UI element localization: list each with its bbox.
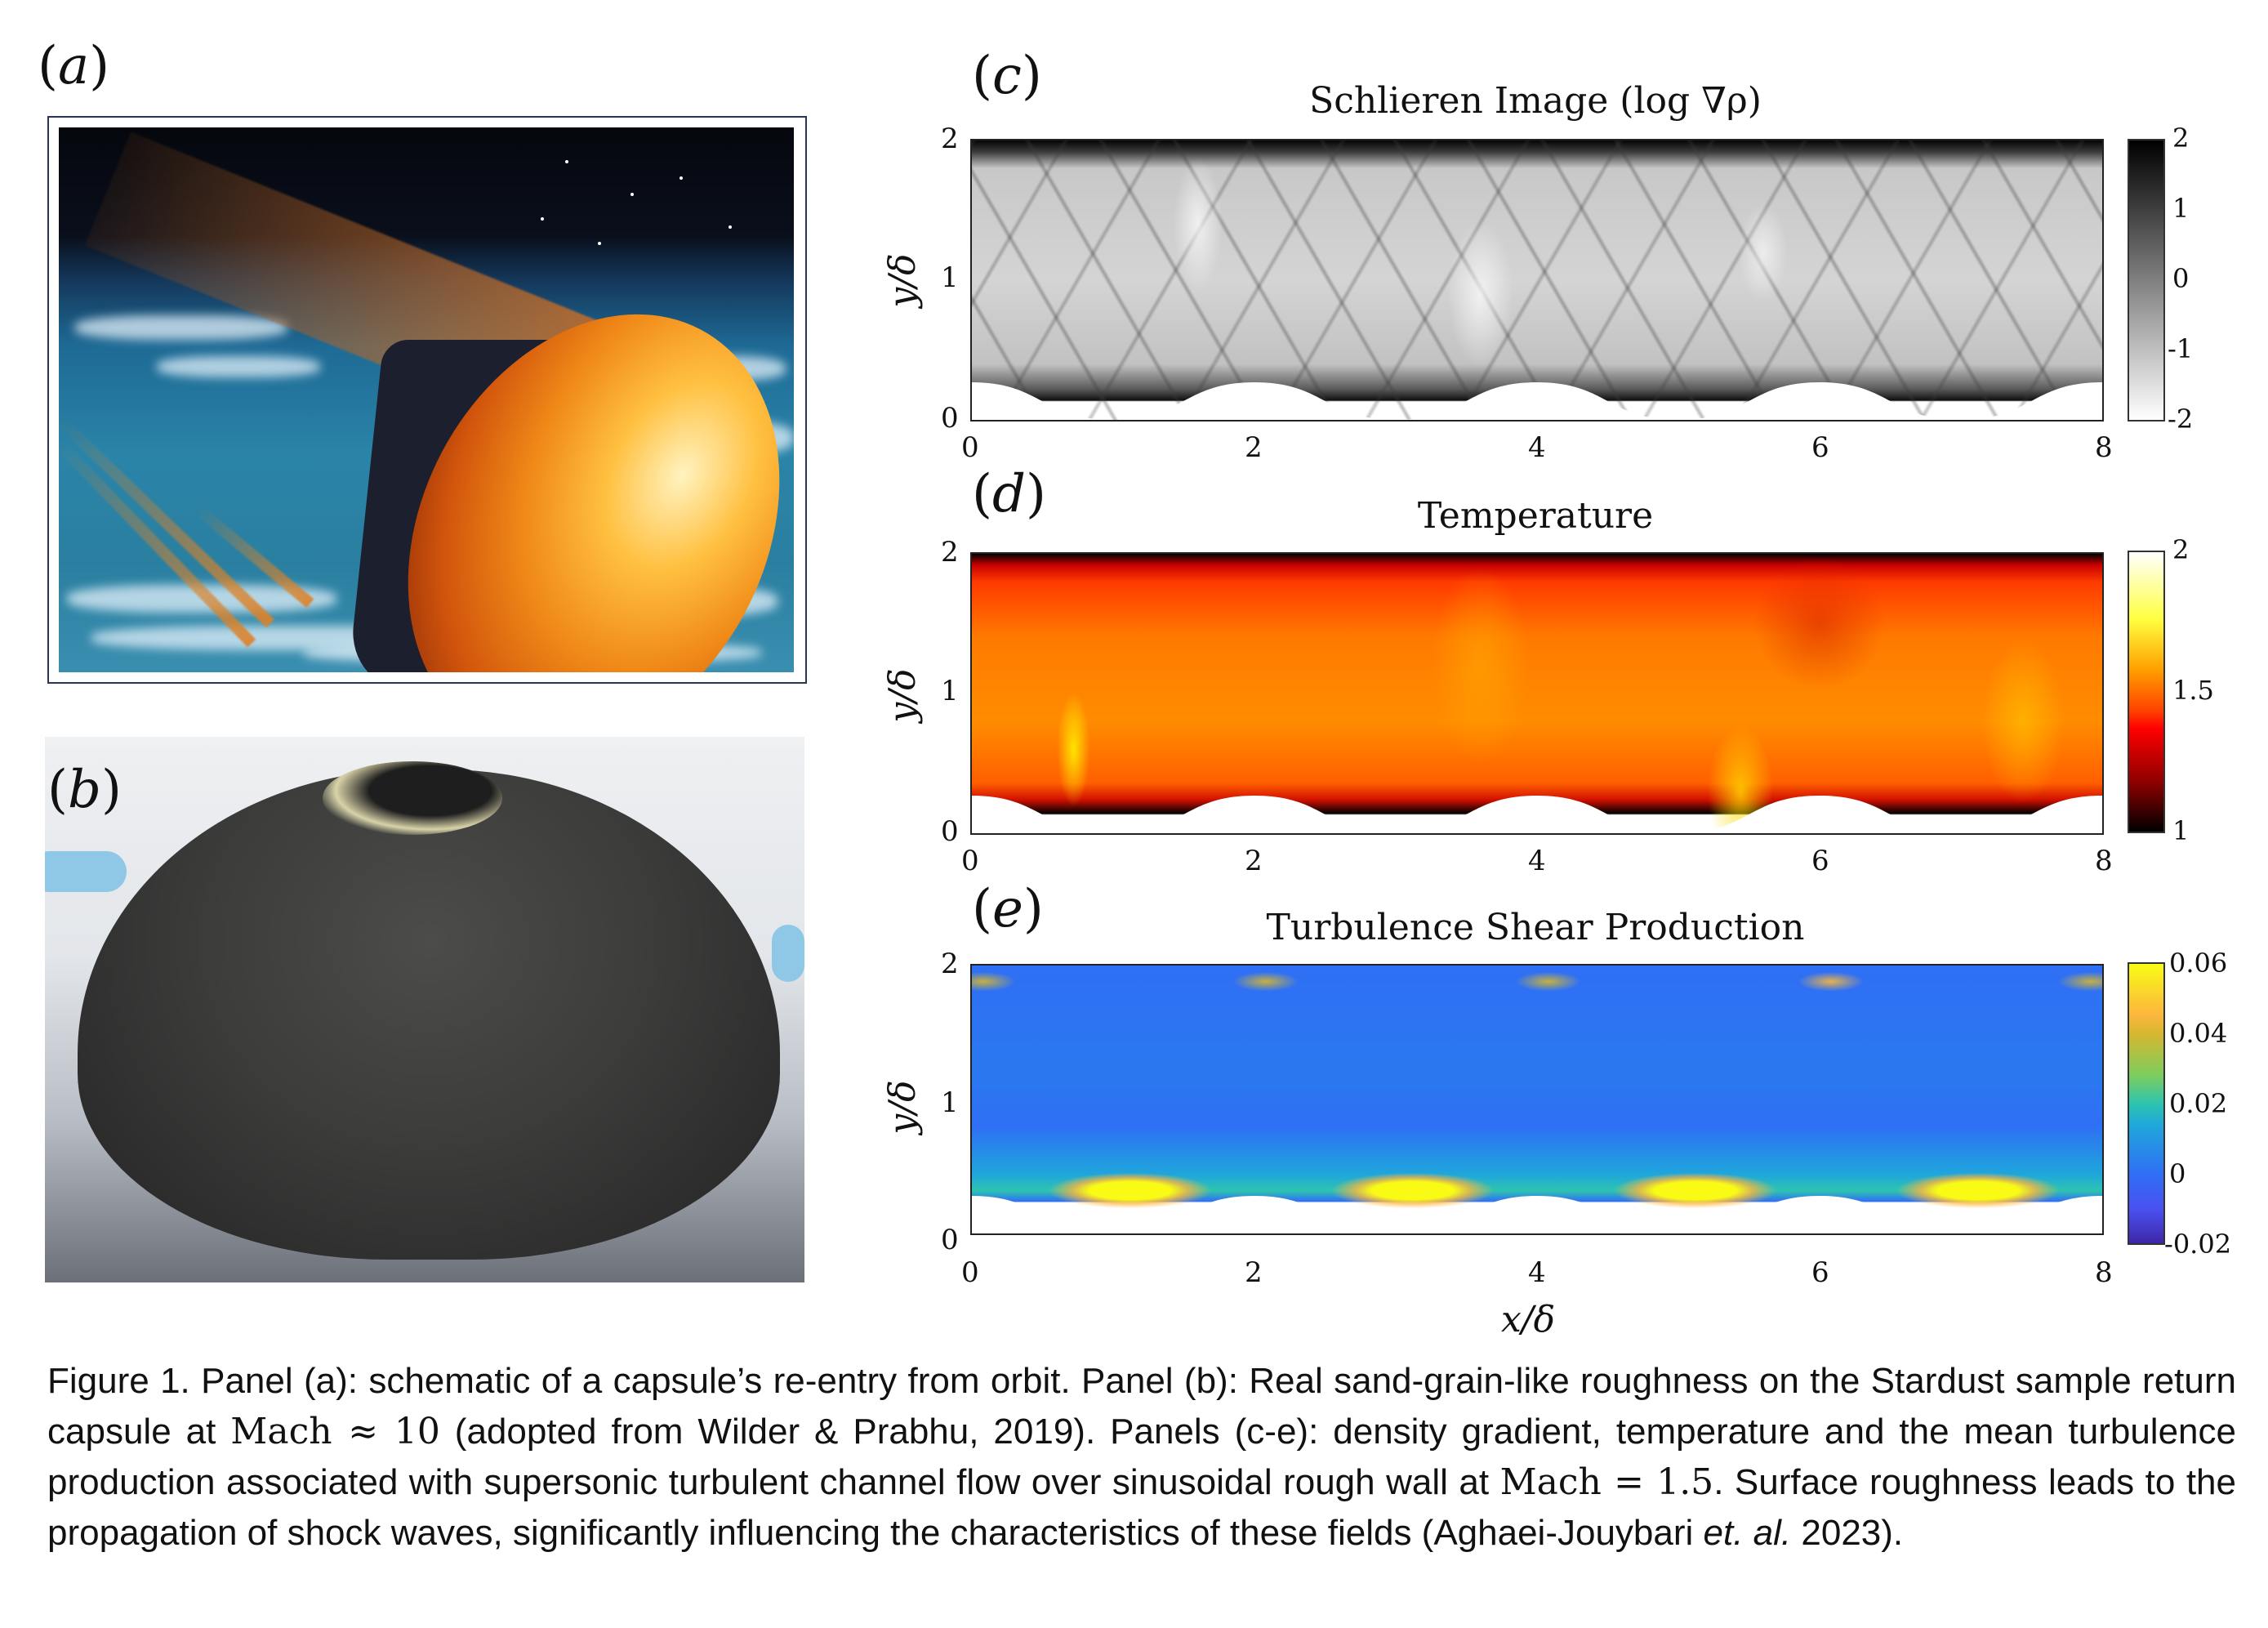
xtick-d: 0 [961,845,979,877]
schlieren-colorbar [2128,139,2165,421]
cbar-d-tick: 1 [2172,815,2190,846]
xtick-d: 6 [1811,845,1829,877]
rough-wall-e [972,1196,2102,1233]
ytick-d: 2 [941,536,959,569]
xtick-e: 6 [1811,1256,1829,1289]
xtick-c: 4 [1528,431,1546,464]
ytick-d: 0 [941,815,959,848]
shear-production-title: Turbulence Shear Production [1266,907,1805,948]
y-axis-label-e: y/δ [881,1080,924,1135]
schlieren-title: Schlieren Image (log ∇ρ) [1309,80,1762,122]
cbar-c-tick: 2 [2172,123,2190,154]
panel-label-e: (e) [972,879,1044,939]
figure-caption: Figure 1. Panel (a): schematic of a caps… [47,1356,2236,1559]
xtick-d: 8 [2095,845,2113,877]
schlieren-field [970,139,2104,421]
y-axis-label-c: y/δ [881,253,924,308]
shear-production-colorbar [2128,962,2165,1245]
ytick-c: 1 [941,261,959,294]
x-axis-label: x/δ [1501,1299,1556,1340]
caption-italic: et. al. [1703,1513,1792,1553]
temperature-colorbar [2128,551,2165,833]
cbar-e-tick: 0.02 [2169,1088,2228,1119]
rough-wall-c [972,382,2102,420]
xtick-d: 4 [1528,845,1546,877]
xtick-e: 2 [1245,1256,1263,1289]
y-axis-label-d: y/δ [881,668,924,723]
stardust-capsule-photo [45,737,804,1282]
cbar-e-tick: 0 [2169,1158,2186,1189]
panel-label-c: (c) [972,46,1042,106]
xtick-c: 0 [961,431,979,464]
xtick-c: 8 [2095,431,2113,464]
temperature-title: Temperature [1417,495,1654,537]
panel-label-d: (d) [972,464,1046,524]
shear-production-field [970,964,2104,1235]
xtick-e: 8 [2095,1256,2113,1289]
panel-label-b: (b) [47,760,122,820]
xtick-c: 6 [1811,431,1829,464]
cbar-c-tick: -2 [2168,404,2194,435]
caption-math: Mach ≈ 10 [230,1411,440,1452]
cbar-e-tick: 0.06 [2169,948,2228,979]
cbar-c-tick: 1 [2172,193,2190,224]
cbar-d-tick: 1.5 [2172,675,2214,706]
xtick-e: 4 [1528,1256,1546,1289]
ytick-e: 1 [941,1086,959,1119]
ytick-c: 2 [941,123,959,155]
xtick-d: 2 [1245,845,1263,877]
rough-wall-d [972,796,2102,833]
cbar-e-tick: -0.02 [2164,1229,2232,1260]
caption-text: Figure 1. Panel (a): schematic of a caps… [47,1361,2236,1452]
caption-text: 2023). [1791,1513,1904,1553]
cbar-e-tick: 0.04 [2169,1018,2228,1049]
cbar-c-tick: -1 [2168,333,2194,364]
ytick-e: 0 [941,1224,959,1256]
caption-math: Mach = 1.5 [1499,1461,1714,1503]
cbar-c-tick: 0 [2172,263,2190,294]
panel-label-a: (a) [38,36,110,96]
temperature-field [970,552,2104,835]
caption-text: . Surface roughness leads to the propaga… [47,1462,2236,1553]
ytick-d: 1 [941,675,959,707]
cbar-d-tick: 2 [2172,534,2190,565]
caption-text: (adopted from Wilder & Prabhu, 2019). Pa… [47,1412,2236,1502]
xtick-e: 0 [961,1256,979,1289]
ytick-e: 2 [941,948,959,980]
xtick-c: 2 [1245,431,1263,464]
ytick-c: 0 [941,402,959,435]
capsule-reentry-image [47,116,807,684]
